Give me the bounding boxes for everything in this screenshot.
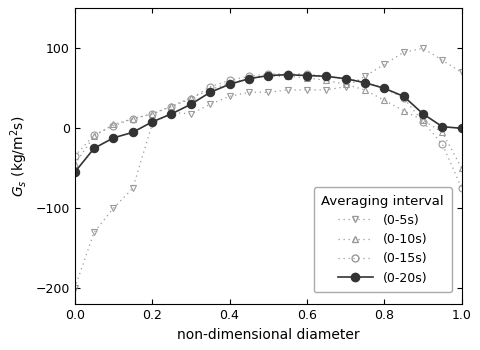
X-axis label: non-dimensional diameter: non-dimensional diameter — [177, 328, 360, 342]
Legend: (0-5s), (0-10s), (0-15s), (0-20s): (0-5s), (0-10s), (0-15s), (0-20s) — [314, 187, 452, 292]
Y-axis label: $G_s$ (kg/m$^2$s): $G_s$ (kg/m$^2$s) — [8, 116, 30, 197]
